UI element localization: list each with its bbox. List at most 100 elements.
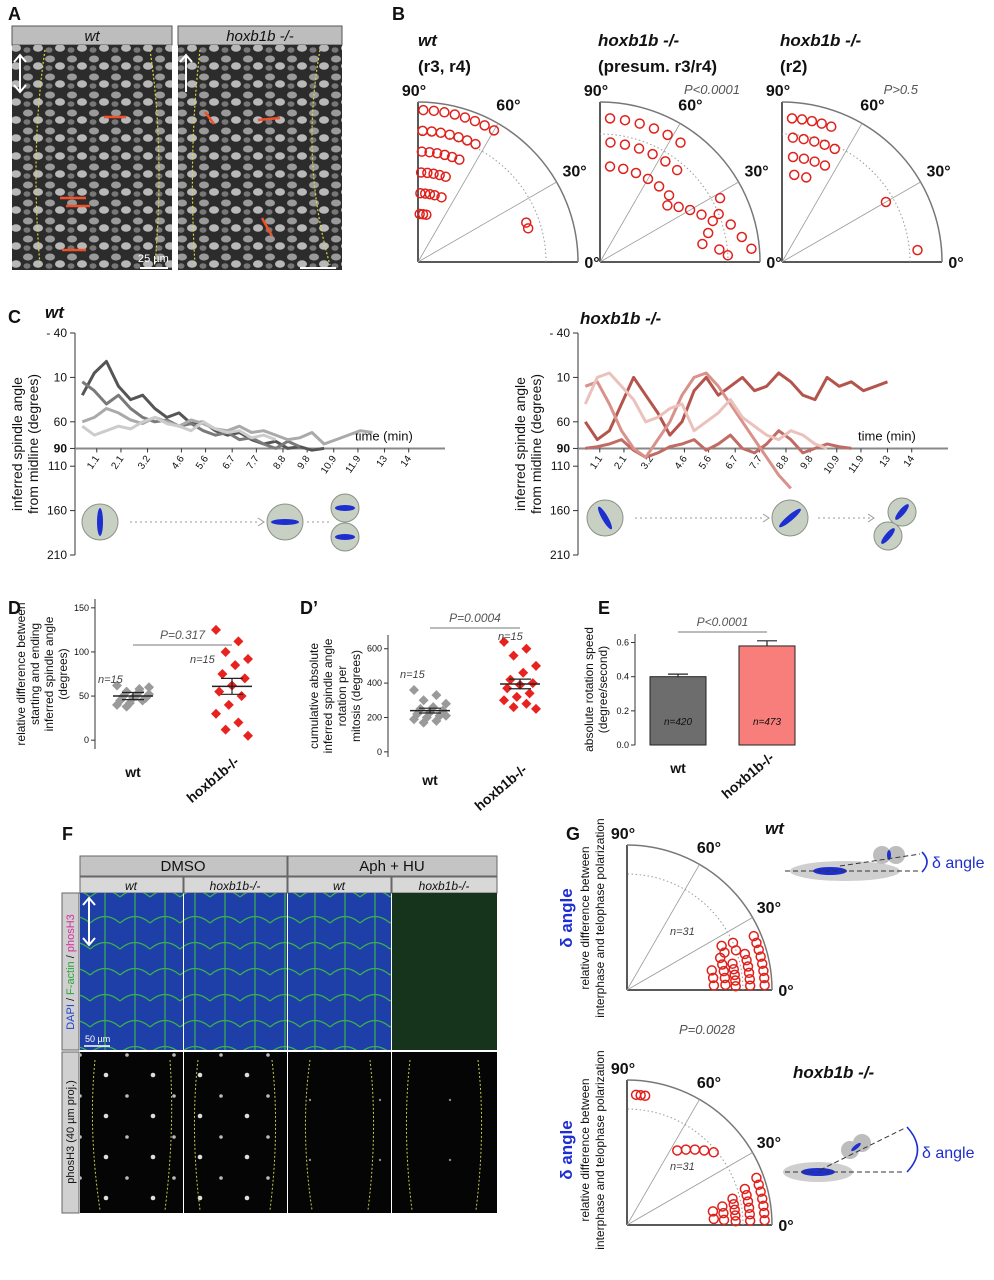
point [521, 698, 532, 709]
point [479, 120, 490, 131]
x-tick-label: 13 [878, 453, 894, 469]
point [722, 250, 734, 261]
angle-label: 60° [860, 97, 884, 114]
group-header [287, 855, 498, 877]
point [653, 181, 665, 192]
point [243, 730, 253, 741]
point [223, 699, 234, 710]
point [112, 699, 122, 710]
point [739, 948, 751, 960]
point [217, 669, 228, 679]
point [759, 1214, 770, 1226]
point [672, 1145, 683, 1156]
outer-arc [626, 1079, 773, 1226]
outer-arc [599, 101, 761, 263]
point [727, 937, 739, 949]
angle-label: 30° [757, 1135, 781, 1152]
y-tick-label: 600 [367, 644, 382, 654]
point [426, 126, 437, 137]
spoke [626, 917, 753, 991]
x-tick-label: 2.1 [109, 453, 126, 471]
point [758, 1207, 770, 1219]
point [469, 115, 481, 127]
annotation: δ angle [922, 1145, 975, 1162]
stain: F-actin [65, 961, 77, 995]
x-tick-label: 4.6 [170, 453, 187, 471]
point [524, 688, 535, 699]
n-label: n=15 [98, 674, 124, 686]
panel-label: D’ [300, 598, 318, 618]
chart-title: hoxb1b -/- [580, 309, 662, 328]
point [518, 667, 529, 678]
point [751, 937, 762, 949]
point [236, 691, 247, 702]
point [753, 944, 764, 955]
point [230, 660, 241, 671]
x-tick-label: 8.8 [774, 453, 791, 471]
angle-label: 60° [697, 1075, 721, 1092]
point [642, 173, 654, 185]
micrograph [80, 1052, 183, 1213]
point [662, 129, 673, 141]
point [756, 958, 768, 969]
x-tick-label: 13 [375, 453, 391, 469]
spoke [599, 181, 739, 263]
chart-title: hoxb1b -/- [598, 31, 680, 50]
spoke [417, 181, 557, 263]
point [786, 113, 798, 124]
point [819, 139, 830, 150]
point [798, 133, 809, 145]
outer-arc [417, 101, 579, 263]
spoke [626, 1099, 700, 1226]
point [697, 238, 708, 250]
y-tick-label: 110 [551, 459, 570, 473]
point [441, 710, 451, 721]
micrograph [392, 893, 497, 1050]
point [729, 1204, 740, 1216]
separator: / [65, 952, 77, 961]
axis-label: interphase and telophase polarization [593, 1050, 607, 1249]
spoke [599, 123, 681, 263]
point [439, 107, 450, 118]
point [809, 136, 820, 147]
p-value: P>0.5 [884, 82, 919, 97]
point [743, 967, 755, 979]
chart-title: wt [418, 31, 438, 50]
group-title: Aph + HU [359, 858, 424, 875]
x-tick-label: 14 [902, 453, 918, 469]
point [809, 156, 820, 167]
panel-label: E [598, 598, 610, 618]
spoke [626, 864, 700, 991]
panel-label: B [392, 4, 405, 24]
point [211, 624, 221, 635]
point [663, 190, 675, 201]
point [459, 112, 471, 123]
point [415, 167, 427, 178]
point [441, 698, 451, 709]
point [730, 1215, 741, 1227]
panel-label: C [8, 307, 21, 327]
chart-title: wt [765, 819, 785, 838]
axis-label: mitosis (degrees) [349, 650, 363, 742]
axis-label: inferred spindle angle [512, 377, 528, 511]
point [647, 148, 658, 160]
panel-a: wt hoxb1b -/- 25 µm [11, 25, 343, 270]
series-line [81, 407, 373, 446]
chart-title: hoxb1b -/- [793, 1063, 875, 1082]
point [527, 678, 538, 689]
point [434, 169, 445, 181]
point [743, 1202, 755, 1214]
point [619, 114, 631, 126]
n-label: n=31 [670, 926, 695, 938]
point [708, 1147, 719, 1158]
point [744, 1209, 756, 1220]
point [696, 209, 707, 220]
point [713, 208, 724, 220]
stain: phosH3 [65, 914, 77, 952]
axis-label: time (min) [858, 428, 916, 443]
point [880, 196, 892, 208]
point [719, 947, 730, 958]
point [233, 717, 244, 728]
point [758, 1200, 769, 1212]
